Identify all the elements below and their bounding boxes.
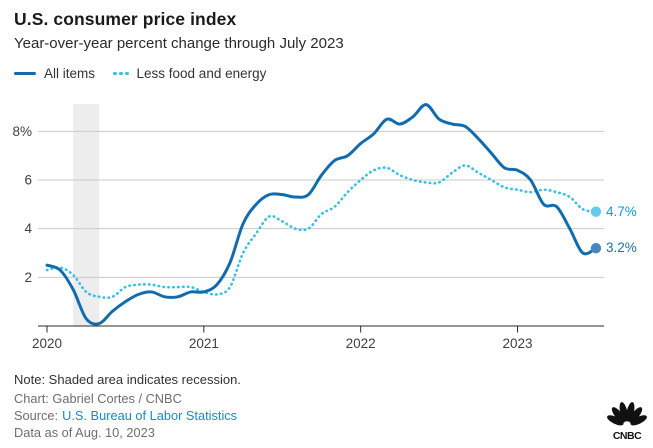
less-food-energy-line bbox=[45, 164, 598, 300]
data-as-of: Data as of Aug. 10, 2023 bbox=[14, 425, 155, 440]
chart-credit: Chart: Gabriel Cortes / CNBC bbox=[14, 391, 182, 406]
source-line: Source: U.S. Bureau of Labor Statistics bbox=[14, 408, 237, 423]
recession-band bbox=[73, 104, 100, 326]
cnbc-wordmark: CNBC bbox=[613, 430, 642, 442]
legend-item-less-food-energy: Less food and energy bbox=[113, 66, 266, 81]
end-label-less-food-energy: 4.7% bbox=[606, 204, 637, 219]
dotted-line-swatch-icon bbox=[113, 71, 129, 76]
end-dot-less-food-energy bbox=[590, 206, 602, 217]
x-tick-label: 2023 bbox=[502, 336, 532, 351]
chart-subtitle: Year-over-year percent change through Ju… bbox=[14, 35, 344, 52]
x-tick-label: 2022 bbox=[346, 336, 376, 351]
solid-line-swatch-icon bbox=[14, 72, 36, 75]
y-tick-label: 8% bbox=[12, 124, 32, 139]
legend-label-less-food-energy: Less food and energy bbox=[136, 66, 267, 81]
y-tick-label: 4 bbox=[24, 221, 32, 236]
legend-item-all-items: All items bbox=[14, 66, 95, 81]
cpi-line-chart: 8% 6 4 2 2020 2021 2022 2023 bbox=[12, 103, 604, 351]
all-items-line bbox=[45, 103, 598, 326]
cnbc-logo: CNBC bbox=[607, 402, 647, 442]
x-tick-label: 2021 bbox=[189, 336, 219, 351]
legend: All items Less food and energy bbox=[14, 66, 266, 81]
source-link[interactable]: U.S. Bureau of Labor Statistics bbox=[62, 408, 238, 423]
end-dot-all-items bbox=[590, 242, 602, 254]
end-label-all-items: 3.2% bbox=[606, 240, 637, 255]
legend-label-all-items: All items bbox=[44, 66, 96, 81]
x-tick-label: 2020 bbox=[32, 336, 62, 351]
recession-note: Note: Shaded area indicates recession. bbox=[14, 372, 241, 387]
y-tick-label: 2 bbox=[24, 270, 32, 285]
chart-title: U.S. consumer price index bbox=[14, 9, 237, 29]
source-label: Source: bbox=[14, 408, 59, 423]
y-tick-label: 6 bbox=[24, 173, 32, 188]
